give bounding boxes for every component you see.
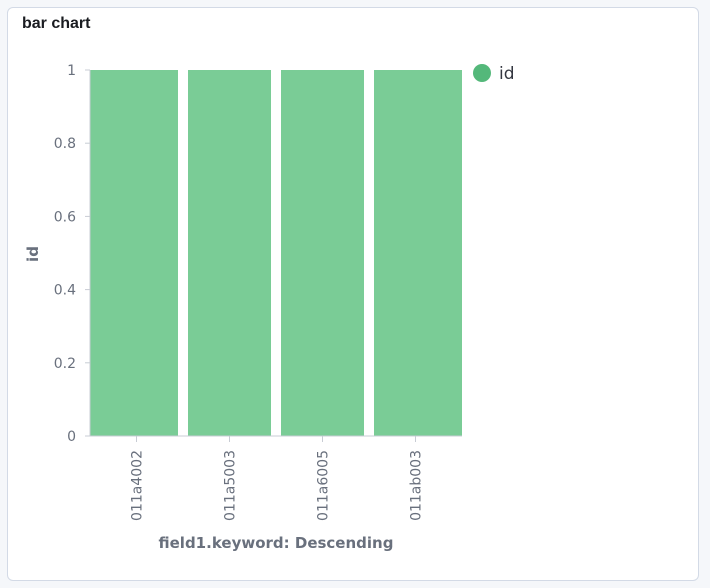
- bar-011a4002[interactable]: [90, 70, 178, 436]
- y-tick-label: 0.4: [54, 283, 76, 299]
- bars-group: [90, 70, 462, 436]
- y-tick-label: 0.2: [54, 356, 76, 372]
- x-tick-label: 011a5003: [223, 450, 239, 521]
- legend: id: [473, 64, 515, 84]
- y-tick-label: 0: [67, 429, 76, 445]
- panel-title: bar chart: [22, 15, 91, 32]
- y-tick-label: 0.8: [54, 136, 76, 152]
- x-tick-label: 011ab003: [409, 450, 425, 521]
- y-axis-title: id: [24, 246, 42, 262]
- x-axis: 011a4002 011a5003 011a6005 011ab003: [90, 435, 462, 521]
- x-tick-label: 011a6005: [316, 450, 332, 521]
- bar-011a6005[interactable]: [281, 70, 364, 436]
- legend-marker[interactable]: [473, 64, 491, 82]
- bar-011ab003[interactable]: [374, 70, 462, 436]
- x-tick-label: 011a4002: [130, 450, 146, 521]
- y-axis: 0 0.2 0.4 0.6 0.8 1: [54, 63, 91, 445]
- x-axis-title: field1.keyword: Descending: [159, 534, 394, 552]
- bar-011a5003[interactable]: [188, 70, 271, 436]
- y-tick-label: 1: [67, 63, 76, 79]
- y-tick-label: 0.6: [54, 209, 76, 225]
- legend-label[interactable]: id: [499, 64, 515, 84]
